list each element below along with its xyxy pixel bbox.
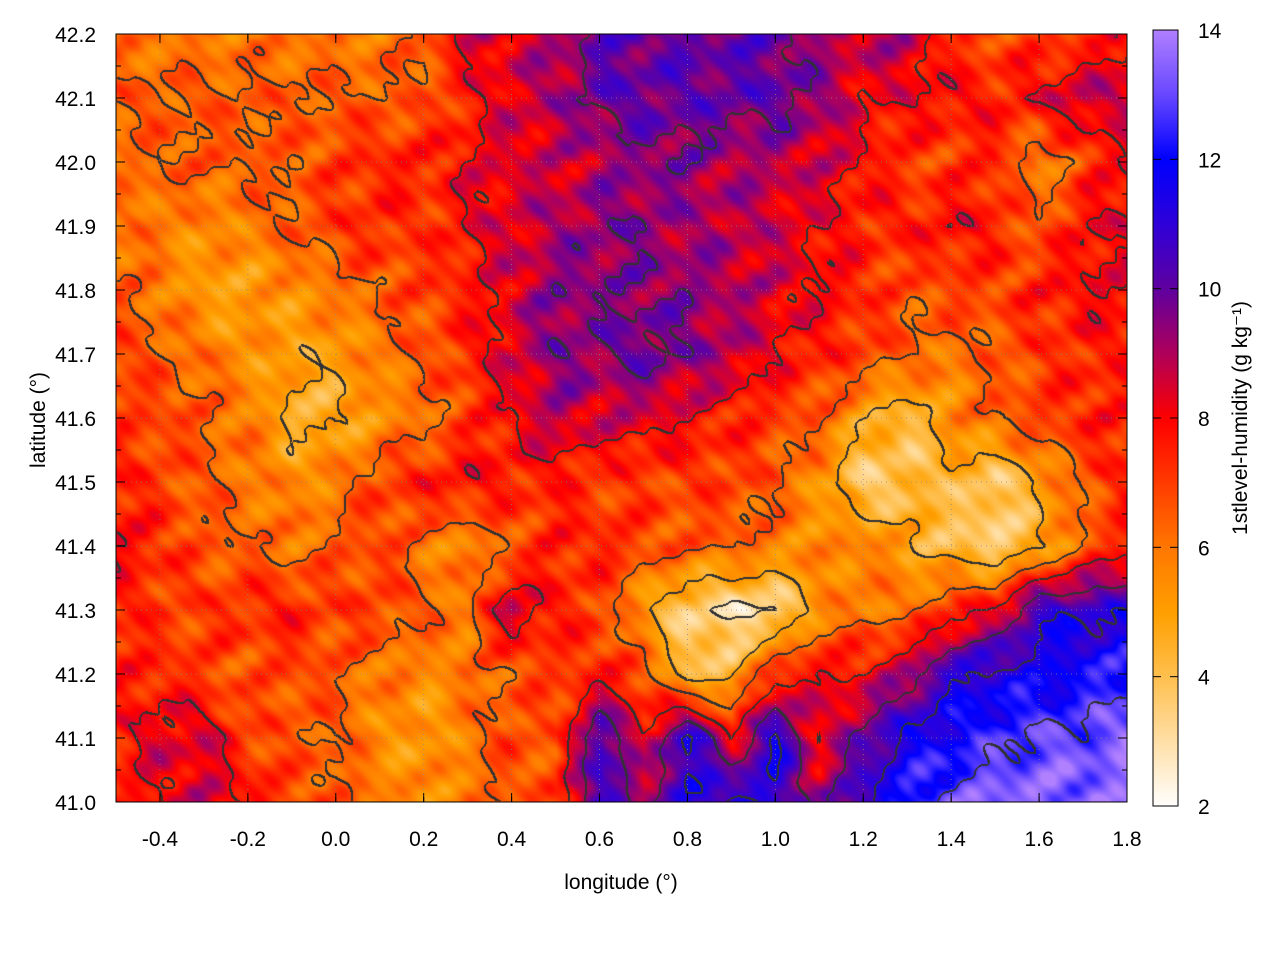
x-tick-label: 1.6 <box>1024 828 1053 851</box>
y-tick-label: 41.8 <box>55 280 96 303</box>
x-tick-label: 1.4 <box>937 828 967 851</box>
x-tick-label: 1.0 <box>761 828 790 851</box>
tick-labels: -0.4 -0.2 0.0 0.2 0.4 0.6 0.8 1.0 1.2 1.4 1.6 1.841… <box>55 20 1222 851</box>
y-tick-label: 41.7 <box>55 344 96 367</box>
y-tick-label: 42.2 <box>55 24 96 47</box>
colorbar-tick-label: 8 <box>1198 408 1210 431</box>
colorbar-tick-label: 12 <box>1198 149 1221 172</box>
x-tick-label: 1.2 <box>849 828 878 851</box>
colorbar-tick-label: 10 <box>1198 279 1221 302</box>
colorbar-tick-label: 2 <box>1198 796 1210 819</box>
y-tick-label: 41.5 <box>55 472 96 495</box>
grid-lines <box>116 33 1128 803</box>
y-tick-label: 41.6 <box>55 408 96 431</box>
colorbar-tick-label: 6 <box>1198 537 1210 560</box>
y-tick-label: 41.4 <box>55 536 96 559</box>
y-tick-label: 41.2 <box>55 664 96 687</box>
x-tick-label: 1.8 <box>1112 828 1141 851</box>
colorbar-tick-label: 4 <box>1198 667 1210 690</box>
x-tick-label: 0.6 <box>585 828 614 851</box>
colorbar-tick-label: 14 <box>1198 20 1222 43</box>
x-axis-label: longitude (°) <box>564 871 677 894</box>
y-axis-label: latitude (°) <box>27 372 50 468</box>
x-tick-label: 0.4 <box>497 828 527 851</box>
x-tick-label: 0.2 <box>409 828 438 851</box>
y-tick-label: 42.1 <box>55 88 96 111</box>
y-tick-label: 41.1 <box>55 728 96 751</box>
y-tick-label: 41.0 <box>55 792 96 815</box>
colorbar-label: 1stlevel-humidity (g kg⁻¹) <box>1229 301 1252 535</box>
x-tick-label: 0.0 <box>321 828 350 851</box>
x-tick-label: -0.2 <box>230 828 266 851</box>
x-tick-label: -0.4 <box>142 828 179 851</box>
y-tick-label: 42.0 <box>55 152 96 175</box>
y-tick-label: 41.9 <box>55 216 96 239</box>
x-tick-label: 0.8 <box>673 828 702 851</box>
y-tick-label: 41.3 <box>55 600 96 623</box>
axis-ticks <box>116 29 1178 807</box>
